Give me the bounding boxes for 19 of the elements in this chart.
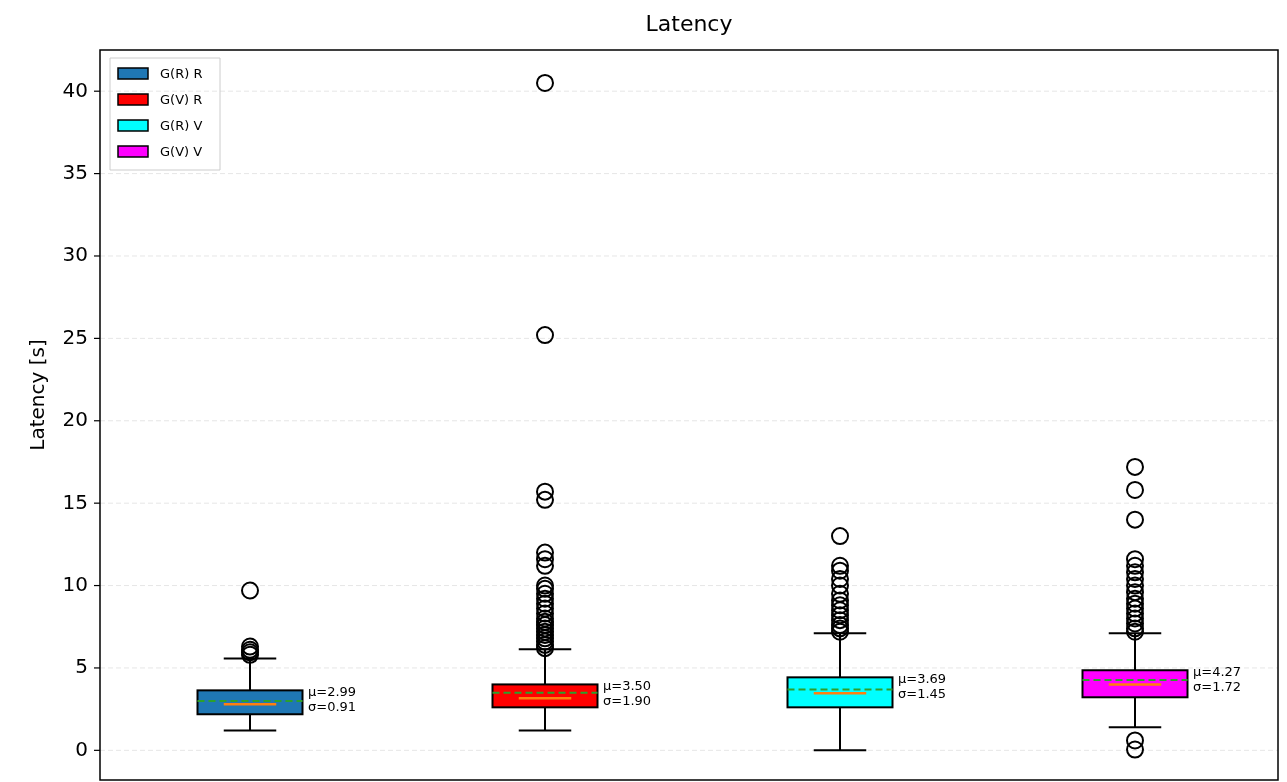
y-tick-label: 10: [62, 572, 88, 597]
y-tick-label: 40: [62, 77, 88, 102]
y-axis-title: Latency [s]: [24, 339, 49, 451]
annotation: μ=4.27 σ=1.72: [1193, 664, 1242, 695]
y-tick-label: 30: [62, 242, 88, 267]
legend-label: G(V) V: [160, 143, 203, 159]
y-tick-label: 25: [62, 324, 88, 349]
y-tick-label: 0: [75, 736, 88, 761]
y-tick-label: 35: [62, 160, 88, 185]
legend-label: G(R) R: [160, 65, 203, 81]
y-tick-label: 15: [62, 489, 88, 514]
annotation: μ=2.99 σ=0.91: [308, 684, 357, 715]
y-tick-label: 5: [75, 654, 88, 679]
legend-label: G(R) V: [160, 117, 203, 133]
annotation: μ=3.69 σ=1.45: [898, 671, 947, 702]
annotation: μ=3.50 σ=1.90: [603, 678, 652, 709]
y-tick-label: 20: [62, 407, 88, 432]
legend-label: G(V) R: [160, 91, 203, 107]
chart-title: Latency: [645, 11, 733, 36]
